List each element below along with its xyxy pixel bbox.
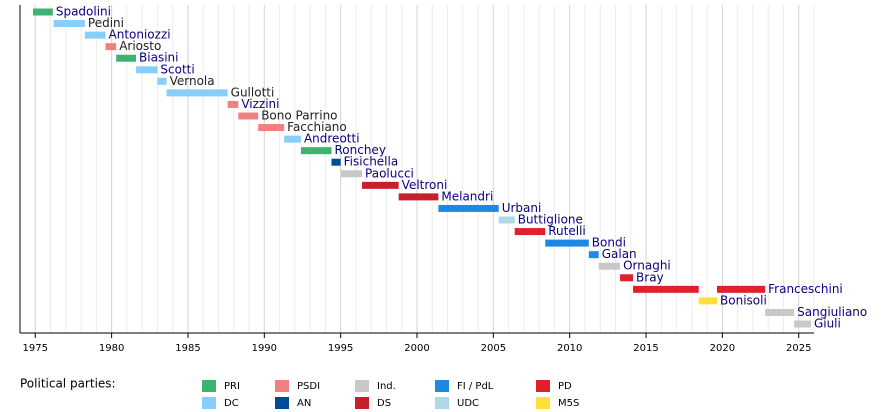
minister-label: Bray (636, 270, 664, 284)
legend-swatch (435, 397, 449, 409)
minister-label: Giuli (814, 317, 841, 331)
legend-swatch (202, 380, 216, 392)
minister-label: Antoniozzi (109, 28, 171, 42)
term-bar (717, 285, 766, 293)
minister-label: Bono Parrino (261, 109, 337, 123)
legend-swatch (355, 397, 369, 409)
term-bar (545, 239, 589, 247)
term-bar (284, 135, 301, 143)
x-tick-label: 1985 (175, 343, 200, 354)
x-tick-label: 1990 (252, 343, 277, 354)
term-bar (398, 193, 439, 201)
x-tick-label: 2015 (633, 343, 658, 354)
legend-swatch (275, 397, 289, 409)
legend-label: FI / PdL (457, 381, 494, 392)
term-bar (514, 228, 546, 236)
minister-label: Bondi (592, 236, 626, 250)
term-bar (227, 100, 239, 108)
legend-label: M5S (558, 398, 579, 409)
legend-title: Political parties: (20, 377, 116, 391)
minister-label: Buttiglione (518, 213, 583, 227)
term-bar (765, 308, 795, 316)
x-tick-label: 2025 (786, 343, 811, 354)
legend-label: DS (377, 398, 391, 409)
minister-label: Andreotti (304, 132, 360, 146)
legend-label: UDC (457, 398, 479, 409)
term-bar (362, 181, 399, 189)
legend-swatch (536, 397, 550, 409)
legend-label: PD (558, 381, 572, 392)
term-bar (53, 20, 85, 28)
minister-label: Veltroni (402, 178, 448, 192)
legend-swatch (435, 380, 449, 392)
term-bar (331, 158, 341, 166)
term-bar (340, 170, 363, 178)
legend-swatch (275, 380, 289, 392)
term-bar (300, 147, 332, 155)
term-bar (136, 66, 158, 74)
minister-label: Franceschini (768, 282, 843, 296)
minister-label: Facchiano (287, 120, 347, 134)
minister-label: Ariosto (119, 39, 161, 53)
term-bar (105, 43, 117, 51)
x-tick-label: 2020 (710, 343, 735, 354)
minister-label: Vernola (170, 74, 215, 88)
minister-label: Paolucci (365, 166, 414, 180)
minister-label: Gullotti (231, 85, 275, 99)
term-bar (116, 54, 137, 62)
term-bar (166, 89, 228, 97)
minister-label: Galan (602, 247, 637, 261)
minister-label: Fisichella (344, 155, 399, 169)
x-tick-label: 1980 (99, 343, 124, 354)
term-bar (588, 251, 599, 259)
term-bar (794, 320, 811, 328)
x-tick-label: 2010 (557, 343, 582, 354)
term-bar (157, 77, 167, 85)
term-bar (633, 285, 699, 293)
minister-label: Spadolini (56, 5, 111, 19)
legend-swatch (536, 380, 550, 392)
minister-label: Biasini (139, 51, 178, 65)
x-tick-label: 2000 (404, 343, 429, 354)
term-bar (238, 112, 259, 120)
legend-swatch (355, 380, 369, 392)
minister-label: Scotti (160, 62, 194, 76)
legend-label: PRI (224, 381, 240, 392)
legend-label: AN (297, 398, 311, 409)
legend-label: PSDI (297, 381, 320, 392)
minister-label: Pedini (88, 16, 124, 30)
x-tick-label: 1975 (23, 343, 48, 354)
legend-swatch (202, 397, 216, 409)
term-bar (32, 8, 53, 16)
minister-label: Bonisoli (720, 293, 767, 307)
term-bar (598, 262, 621, 270)
minister-label: Melandri (441, 189, 493, 203)
legend-label: DC (224, 398, 239, 409)
minister-label: Ronchey (334, 143, 385, 157)
minister-label: Urbani (502, 201, 542, 215)
term-bar (498, 216, 515, 224)
minister-label: Vizzini (241, 97, 279, 111)
term-bar (698, 297, 718, 305)
term-bar (620, 274, 634, 282)
legend-label: Ind. (377, 381, 396, 392)
term-bar (84, 31, 106, 39)
x-tick-label: 2005 (481, 343, 506, 354)
minister-label: Ornaghi (623, 259, 671, 273)
x-tick-label: 1995 (328, 343, 353, 354)
term-bar (438, 204, 499, 212)
minister-label: Sangiuliano (797, 305, 867, 319)
minister-label: Rutelli (548, 224, 586, 238)
term-bar (258, 124, 285, 132)
